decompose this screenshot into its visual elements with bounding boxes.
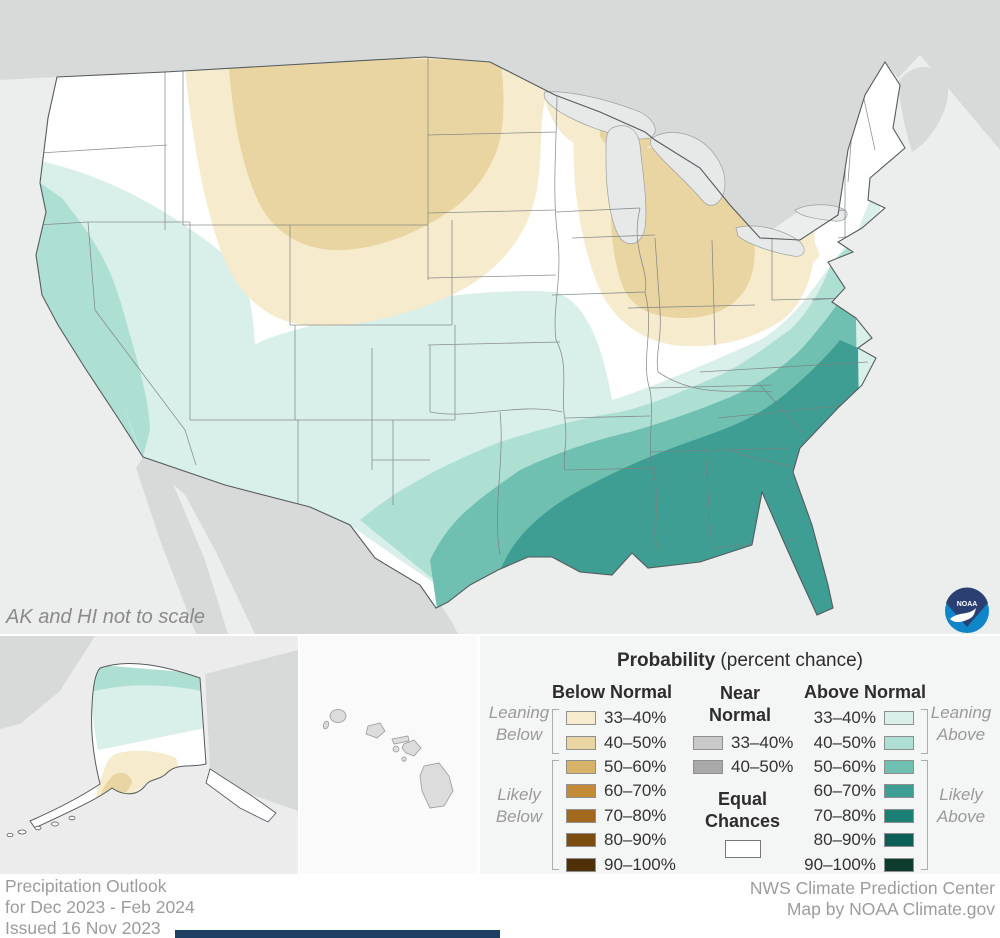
footer-right-text: NWS Climate Prediction Center Map by NOA… (749, 878, 995, 919)
footer-left-text: Precipitation Outlook for Dec 2023 - Feb… (5, 876, 195, 938)
noaa-logo-text: NOAA (957, 601, 978, 608)
legend-row: 60–70% (566, 779, 676, 803)
legend-row: 33–40% (780, 706, 914, 730)
above-50-swatch (884, 759, 914, 774)
above-60-swatch (884, 784, 914, 799)
mexico-landmass (143, 457, 458, 634)
near-normal-header: Near Normal (708, 683, 771, 725)
alaska-shading (88, 664, 206, 812)
above-normal-rows: 33–40% 40–50% 50–60% 60–70% 70–80% 80–90… (780, 706, 914, 874)
legend-row: 90–100% (566, 852, 676, 874)
equal-chances-block: Equal Chances (690, 788, 795, 858)
footer-accent-bar (175, 930, 500, 938)
leaning-above-label: Leaning Above (930, 703, 992, 744)
below-normal-header: Below Normal (551, 682, 673, 702)
likely-above-label: Likely Above (936, 785, 986, 826)
leaning-above-bracket (921, 709, 928, 754)
below-60-swatch (566, 784, 596, 799)
below-80-swatch (566, 833, 596, 848)
legend-title: Probability (percent chance) (616, 650, 864, 671)
below-90-swatch (566, 857, 596, 872)
likely-below-label: Likely Below (495, 785, 543, 826)
legend-row: 40–50% (566, 730, 676, 754)
legend-row: 70–80% (780, 804, 914, 828)
russia-landmass (0, 636, 95, 729)
legend-row: 80–90% (566, 828, 676, 852)
conus-map-svg: NOAA (0, 0, 1000, 634)
equal-chances-swatch (724, 840, 761, 858)
legend-row: 50–60% (780, 755, 914, 779)
canada-landmass-ak (205, 650, 298, 811)
aleutian-islands (6, 815, 76, 837)
legend-row: 40–50% (693, 755, 793, 779)
legend-row: 70–80% (566, 804, 676, 828)
great-lakes (543, 91, 848, 257)
scale-note: AK and HI not to scale (6, 606, 206, 628)
legend: Probability (percent chance) Below Norma… (480, 636, 1000, 874)
legend-row: 60–70% (780, 779, 914, 803)
footer: Precipitation Outlook for Dec 2023 - Feb… (0, 874, 1000, 938)
canada-landmass (0, 0, 1000, 238)
alaska-panhandle (205, 768, 277, 823)
below-33-swatch (566, 711, 596, 726)
new-brunswick-landmass (898, 66, 949, 152)
conus-map-panel: NOAA AK and HI not to scale (0, 0, 1000, 634)
hawaii-inset (300, 636, 478, 874)
hawaii-islands (322, 709, 454, 809)
below-normal-rows: 33–40% 40–50% 50–60% 60–70% 70–80% 80–90… (566, 706, 676, 874)
likely-below-bracket (552, 760, 559, 870)
below-50-swatch (566, 759, 596, 774)
likely-above-bracket (921, 760, 928, 870)
above-70-swatch (884, 808, 914, 823)
legend-row: 80–90% (780, 828, 914, 852)
near-33-swatch (693, 735, 723, 750)
leaning-below-bracket (552, 709, 559, 754)
above-80-swatch (884, 833, 914, 848)
leaning-below-label: Leaning Below (488, 703, 550, 744)
near-40-swatch (693, 759, 723, 774)
legend-row: 33–40% (693, 730, 793, 754)
noaa-logo: NOAA (945, 587, 989, 633)
legend-row: 50–60% (566, 755, 676, 779)
near-normal-rows: 33–40% 40–50% (693, 730, 793, 779)
legend-row: 40–50% (780, 730, 914, 754)
below-70-swatch (566, 808, 596, 823)
hawaii-inset-svg (322, 709, 454, 809)
alaska-inset (0, 636, 298, 874)
above-normal-header: Above Normal (803, 682, 927, 702)
above-40-swatch (884, 735, 914, 750)
above-33-swatch (884, 711, 914, 726)
below-40-swatch (566, 735, 596, 750)
legend-row: 33–40% (566, 706, 676, 730)
above-90-swatch (884, 857, 914, 872)
legend-row: 90–100% (780, 852, 914, 874)
baja-landmass (136, 457, 228, 634)
alaska-inset-svg (0, 636, 298, 837)
